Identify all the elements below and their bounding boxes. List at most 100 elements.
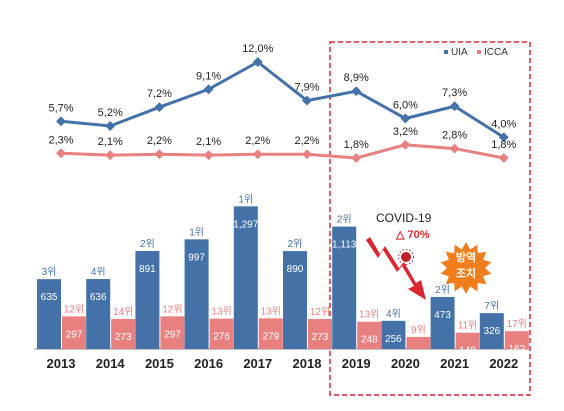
share-label-uia-2017: 12,0% [242,43,273,55]
bar-value-icca-2020: 110 [410,350,426,361]
point-uia-2017 [252,57,263,67]
rank-icca-2013: 12위 [64,302,84,315]
point-icca-2020 [400,139,411,150]
bar-icca-2013 [62,316,86,349]
year-label-2013: 2013 [47,356,76,371]
rank-icca-2019: 13위 [359,308,379,321]
point-icca-2021 [449,143,460,154]
rank-icca-2021: 11위 [458,319,478,332]
bar-value-uia-2019: 1,113 [332,240,357,251]
year-label-2017: 2017 [243,356,272,371]
bar-value-uia-2015: 891 [139,264,156,275]
point-uia-2013 [56,116,66,127]
bar-value-uia-2013: 635 [41,292,58,303]
bar-uia-2016 [184,239,209,349]
point-icca-2014 [105,150,116,161]
point-icca-2022 [498,153,509,163]
share-label-icca-2020: 3,2% [393,126,418,138]
share-label-icca-2018: 2,2% [294,135,319,147]
share-label-uia-2015: 7,2% [147,88,172,100]
point-uia-2016 [203,84,214,95]
quarantine-label-line1: 방역 [456,250,476,264]
legend: UIA ICCA [444,47,508,58]
year-label-2019: 2019 [342,356,371,371]
share-label-icca-2017: 2,2% [245,135,270,147]
covid-change-label: △ 70% [395,229,430,241]
bar-value-uia-2022: 326 [483,326,500,337]
share-label-icca-2021: 2,8% [442,130,467,142]
bar-value-icca-2016: 276 [213,332,230,343]
bar-value-icca-2019: 248 [361,335,378,346]
bar-icca-2015 [160,316,185,349]
bar-icca-2019 [357,321,382,349]
point-uia-2022 [498,132,509,143]
share-label-uia-2018: 7,9% [294,82,319,94]
rank-uia-2016: 1위 [189,225,204,238]
share-label-uia-2019: 8,9% [344,72,369,84]
bar-value-icca-2015: 297 [164,329,181,340]
point-icca-2013 [56,148,66,159]
rank-uia-2018: 2위 [288,237,303,250]
share-label-icca-2015: 2,2% [147,135,172,147]
share-label-uia-2020: 6,0% [393,99,418,111]
bar-value-icca-2017: 279 [262,331,279,342]
rank-uia-2020: 4위 [386,307,401,320]
virus-icon [398,249,414,265]
bar-value-icca-2014: 273 [115,332,132,343]
bar-value-icca-2021: 148 [459,346,476,357]
bar-uia-2020 [381,320,406,349]
year-label-2015: 2015 [145,356,174,371]
bar-value-uia-2018: 890 [287,264,304,275]
rank-uia-2014: 4위 [91,265,106,278]
share-label-uia-2013: 5,7% [48,102,73,114]
point-icca-2016 [203,150,214,161]
bar-uia-2015 [135,250,160,349]
point-icca-2017 [252,149,263,160]
share-label-icca-2022: 1,8% [491,139,516,151]
share-label-icca-2019: 1,8% [344,139,369,151]
share-label-icca-2016: 2,1% [196,136,221,148]
bar-uia-2013 [37,279,61,349]
share-label-icca-2014: 2,1% [98,136,123,148]
covid-annotation: COVID-19 △ 70% [366,211,432,300]
rank-icca-2017: 13위 [261,304,281,317]
bar-value-icca-2022: 162 [508,344,525,355]
share-label-uia-2021: 7,3% [442,87,467,99]
bar-value-uia-2017: 1,297 [233,219,258,230]
bar-icca-2022 [504,331,529,349]
share-label-icca-2013: 2,3% [48,134,73,146]
bar-icca-2014 [111,318,136,349]
rank-uia-2021: 2위 [435,283,450,296]
bar-icca-2021 [455,332,480,349]
year-label-2022: 2022 [489,356,518,371]
covid-label: COVID-19 [376,211,432,225]
bar-value-uia-2021: 473 [434,310,451,321]
year-label-2021: 2021 [440,356,469,371]
legend-label-icca: ICCA [484,47,508,58]
quarantine-label-line2: 조치 [456,266,476,280]
rank-icca-2014: 14위 [113,305,133,318]
line-icca [60,143,505,160]
bar-value-uia-2016: 997 [188,252,205,263]
rank-uia-2013: 3위 [42,265,57,278]
bar-uia-2018 [283,251,307,349]
share-label-uia-2014: 5,2% [98,107,123,119]
share-label-uia-2022: 4,0% [491,118,516,130]
rank-uia-2015: 2위 [140,237,155,250]
year-label-2016: 2016 [194,356,223,371]
rank-icca-2015: 12위 [162,302,182,315]
point-uia-2015 [154,102,165,113]
legend-swatch-uia [444,50,448,54]
bar-uia-2022 [479,313,504,349]
year-label-2020: 2020 [391,356,420,371]
point-icca-2019 [351,153,362,163]
year-label-2014: 2014 [96,356,126,371]
quarantine-badge: 방역 조치 [440,242,492,294]
rank-icca-2016: 13위 [211,305,231,318]
legend-swatch-icca [477,50,481,54]
rank-icca-2020: 9위 [411,323,426,336]
starburst-icon [440,242,492,294]
bar-icca-2018 [308,318,332,349]
bar-icca-2017 [258,318,283,349]
line-uia [60,60,505,139]
